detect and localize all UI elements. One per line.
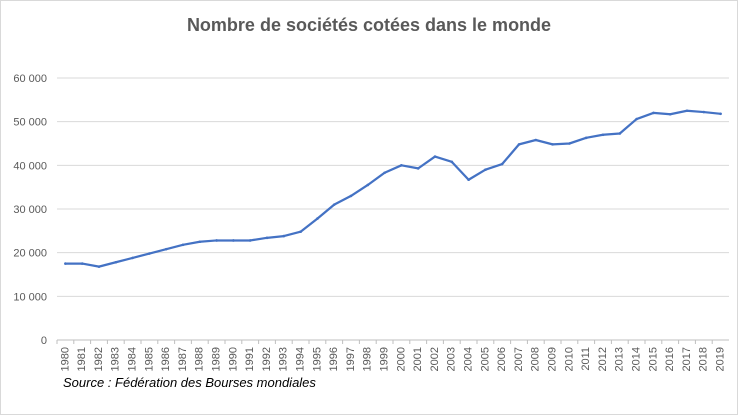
chart-title: Nombre de sociétés cotées dans le monde	[186, 15, 552, 35]
y-axis-tick-labels: 0 10 000 20 000 30 000 40 000 50 000 60 000	[13, 73, 47, 347]
data-point	[668, 112, 672, 116]
x-tick-label: 2011	[580, 347, 592, 371]
x-tick-label: 1985	[143, 347, 155, 371]
data-point	[568, 142, 571, 145]
x-tick-label: 1986	[160, 347, 172, 371]
data-point	[534, 138, 538, 142]
y-tick-label: 40 000	[13, 160, 47, 172]
x-tick-label: 2014	[631, 347, 643, 371]
x-tick-label: 1999	[379, 347, 391, 371]
x-tick-label: 2015	[647, 347, 659, 371]
y-tick-label: 0	[41, 335, 47, 347]
data-point	[366, 183, 370, 187]
data-point	[332, 203, 336, 206]
x-tick-label: 1990	[227, 347, 239, 371]
data-point	[635, 117, 638, 121]
x-tick-label: 1997	[345, 347, 357, 371]
x-tick-label: 2007	[513, 347, 525, 371]
x-tick-label: 2001	[412, 347, 424, 371]
x-tick-label: 2006	[496, 347, 508, 371]
x-tick-label: 1992	[261, 347, 273, 371]
x-tick-label: 1987	[177, 347, 189, 371]
x-tick-label: 1984	[127, 347, 139, 371]
gridlines	[57, 77, 729, 341]
x-tick-label: 2000	[395, 347, 407, 371]
x-tick-label: 2010	[563, 347, 575, 371]
x-tick-label: 1988	[194, 347, 206, 371]
y-tick-label: 10 000	[13, 291, 47, 303]
data-point	[248, 239, 252, 242]
data-point	[652, 111, 655, 115]
data-point	[433, 155, 437, 158]
x-tick-label: 1989	[211, 347, 223, 371]
series-layer	[64, 109, 722, 268]
x-tick-label: 2008	[530, 347, 542, 371]
data-point	[349, 194, 353, 198]
x-tick-label: 2017	[681, 347, 693, 371]
y-tick-label: 50 000	[13, 117, 47, 129]
data-point	[299, 230, 302, 234]
x-tick-label: 2004	[463, 347, 475, 371]
x-tick-label: 1980	[59, 347, 71, 371]
source-note: Source : Fédération des Bourses mondiale…	[63, 375, 316, 390]
data-point	[148, 252, 151, 255]
data-point	[198, 240, 202, 244]
data-point	[383, 171, 386, 175]
y-tick-label: 20 000	[13, 248, 47, 260]
data-point	[282, 234, 286, 238]
x-tick-label: 2003	[446, 347, 458, 371]
series-line	[64, 109, 722, 268]
x-tick-label: 2002	[429, 347, 441, 371]
data-point	[131, 256, 134, 260]
x-tick-label: 1996	[328, 347, 340, 371]
x-tick-label: 1983	[110, 347, 122, 371]
data-point	[618, 132, 622, 135]
data-point	[80, 262, 84, 265]
x-tick-label: 2018	[698, 347, 710, 371]
data-point	[232, 239, 235, 242]
x-axis-tick-labels: 1980 1981 1982 1983 1984 1985 1986 1987 1988 1989…	[56, 340, 727, 371]
data-point	[467, 178, 470, 182]
data-point	[702, 110, 706, 114]
data-point	[114, 260, 118, 264]
data-point	[164, 247, 168, 251]
data-point	[416, 167, 420, 170]
x-tick-label: 1995	[311, 347, 323, 371]
data-point	[316, 217, 319, 220]
x-tick-label: 1981	[76, 347, 88, 371]
data-point	[64, 262, 67, 265]
x-tick-label: 1991	[244, 347, 256, 371]
data-point	[517, 143, 521, 146]
data-point	[601, 133, 605, 137]
y-tick-label: 60 000	[13, 73, 47, 85]
data-point	[685, 109, 689, 113]
data-point	[584, 136, 588, 140]
data-point	[97, 265, 101, 268]
data-point	[484, 168, 487, 171]
x-tick-label: 1994	[295, 347, 307, 371]
x-tick-label: 1998	[362, 347, 374, 371]
data-point	[450, 160, 454, 164]
data-point	[500, 162, 504, 166]
data-point	[181, 243, 185, 247]
x-tick-label: 2005	[479, 347, 491, 371]
x-tick-label: 2016	[664, 347, 676, 371]
x-tick-label: 2012	[597, 347, 609, 371]
data-point	[265, 236, 269, 240]
x-tick-label: 1993	[278, 347, 290, 371]
x-tick-label: 2013	[614, 347, 626, 371]
data-point	[215, 239, 218, 242]
y-tick-label: 30 000	[13, 204, 47, 216]
data-point	[400, 164, 403, 167]
x-tick-label: 2019	[715, 347, 727, 371]
x-tick-label: 2009	[547, 347, 559, 371]
x-tick-label: 1982	[93, 347, 105, 371]
data-point	[719, 112, 722, 116]
data-point	[551, 143, 554, 146]
